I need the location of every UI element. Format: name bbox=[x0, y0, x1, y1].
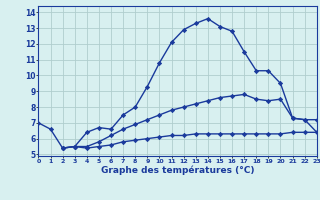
X-axis label: Graphe des températures (°C): Graphe des températures (°C) bbox=[101, 165, 254, 175]
